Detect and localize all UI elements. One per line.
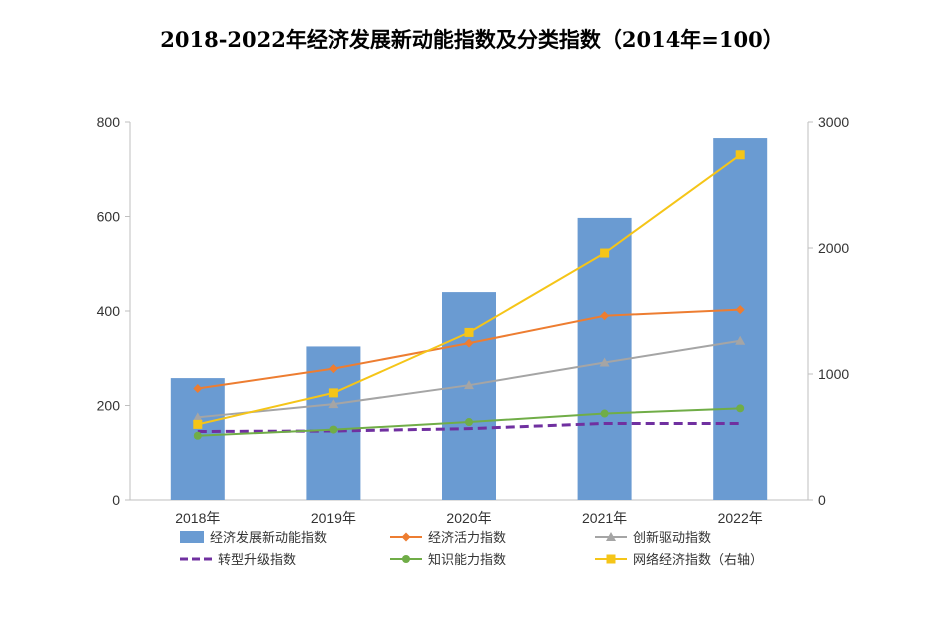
- legend-item: 创新驱动指数: [595, 530, 711, 546]
- legend-item: 经济发展新动能指数: [180, 530, 327, 546]
- legend-label: 网络经济指数（右轴）: [633, 552, 763, 568]
- x-tick-label: 2020年: [446, 510, 491, 526]
- data-point: [600, 311, 610, 321]
- data-point: [328, 364, 338, 374]
- y-right-tick-label: 1000: [818, 366, 849, 382]
- legend-label: 经济发展新动能指数: [210, 530, 327, 546]
- legend-item: 网络经济指数（右轴）: [595, 552, 763, 568]
- legend-label: 知识能力指数: [428, 552, 506, 568]
- data-point: [735, 305, 745, 315]
- x-tick-label: 2022年: [718, 510, 763, 526]
- data-point: [464, 327, 474, 337]
- y-left-tick-label: 600: [97, 209, 121, 225]
- legend-swatch: [180, 531, 204, 543]
- data-point: [735, 150, 745, 160]
- data-point: [193, 431, 202, 440]
- data-point: [193, 419, 203, 429]
- data-point: [600, 409, 609, 418]
- data-point: [329, 425, 338, 434]
- legend-item: 转型升级指数: [180, 553, 296, 568]
- bar-4: [713, 138, 768, 500]
- y-left-tick-label: 400: [97, 303, 121, 319]
- legend-label: 经济活力指数: [428, 531, 506, 546]
- legend-item: 经济活力指数: [390, 531, 506, 546]
- data-point: [465, 418, 473, 427]
- series-4: [193, 404, 745, 440]
- x-tick-label: 2018年: [175, 510, 220, 526]
- data-point: [464, 338, 474, 348]
- legend-marker: [402, 555, 410, 563]
- chart-title: 2018-2022年经济发展新动能指数及分类指数（2014年=100）: [160, 27, 784, 52]
- y-right-tick-label: 3000: [818, 114, 849, 130]
- data-point: [328, 388, 338, 398]
- y-left-tick-label: 0: [112, 492, 120, 508]
- legend-label: 转型升级指数: [218, 553, 296, 568]
- legend-marker: [606, 554, 616, 564]
- legend-marker: [606, 532, 616, 541]
- data-point: [193, 383, 203, 393]
- y-left-tick-label: 200: [97, 398, 121, 414]
- data-point: [192, 412, 203, 422]
- series-2: [192, 335, 746, 422]
- legend-item: 知识能力指数: [390, 552, 506, 568]
- data-point: [736, 404, 745, 413]
- legend-marker: [401, 532, 411, 542]
- series-5: [193, 150, 745, 429]
- bar-series: [170, 138, 768, 501]
- data-point: [464, 380, 474, 390]
- bar-2: [442, 292, 496, 500]
- y-right-tick-label: 2000: [818, 240, 849, 256]
- y-left-tick-label: 800: [97, 114, 121, 130]
- y-right-tick-label: 0: [818, 492, 826, 508]
- data-point: [600, 248, 610, 258]
- data-point: [735, 335, 746, 345]
- data-point: [599, 357, 610, 367]
- data-point: [328, 399, 339, 409]
- x-tick-label: 2021年: [582, 510, 627, 526]
- legend-label: 创新驱动指数: [633, 530, 711, 546]
- series-1: [193, 305, 745, 393]
- x-tick-label: 2019年: [311, 510, 356, 526]
- line-series: [192, 150, 746, 440]
